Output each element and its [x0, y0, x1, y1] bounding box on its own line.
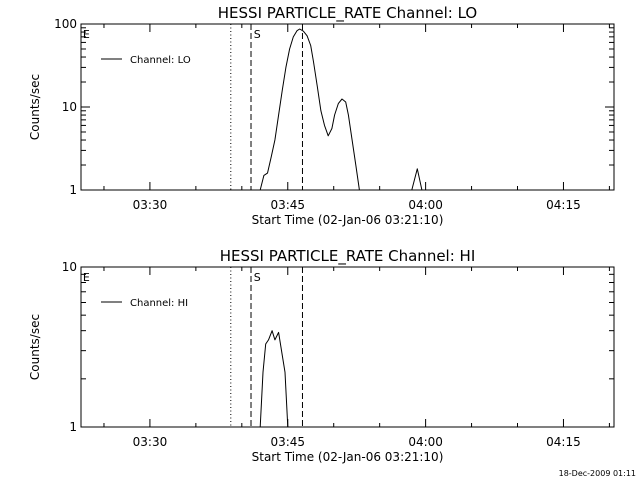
lo-marker-label-s: S	[254, 28, 261, 41]
lo-x-axis-label: Start Time (02-Jan-06 03:21:10)	[252, 213, 444, 227]
footer-timestamp: 18-Dec-2009 01:11	[559, 469, 636, 478]
hi-marker-label-e: E	[83, 271, 90, 284]
hi-y-tick-label: 1	[69, 420, 77, 434]
hi-series-line-0	[259, 330, 289, 427]
lo-plot-frame	[80, 23, 615, 191]
hi-x-tick-label: 04:15	[546, 435, 581, 449]
lo-series-line-0	[259, 28, 423, 190]
hi-x-tick-label: 04:00	[408, 435, 443, 449]
lo-x-tick-label: 03:45	[270, 198, 305, 212]
hi-legend-label: Channel: HI	[130, 298, 188, 309]
lo-marker-label-e: E	[83, 28, 90, 41]
hi-plot-frame	[80, 266, 615, 428]
lo-y-tick-label: 100	[54, 17, 77, 31]
hi-y-axis-label: Counts/sec	[28, 314, 42, 380]
lo-channel-panel: HESSI PARTICLE_RATE Channel: LO Start Tim…	[28, 4, 640, 227]
hi-x-tick-label: 03:45	[270, 435, 305, 449]
hi-channel-panel: HESSI PARTICLE_RATE Channel: HI Start Tim…	[28, 247, 615, 464]
hi-x-axis-label: Start Time (02-Jan-06 03:21:10)	[252, 450, 444, 464]
lo-x-tick-label: 03:30	[133, 198, 168, 212]
hi-chart-title: HESSI PARTICLE_RATE Channel: HI	[220, 247, 476, 266]
hi-x-tick-label: 03:30	[133, 435, 168, 449]
lo-y-tick-label: 10	[62, 100, 77, 114]
hi-y-tick-label: 10	[62, 260, 77, 274]
lo-y-axis-label: Counts/sec	[28, 74, 42, 140]
lo-series-line-1	[632, 135, 640, 190]
lo-x-tick-label: 04:00	[408, 198, 443, 212]
lo-y-tick-label: 1	[69, 183, 77, 197]
lo-x-tick-label: 04:15	[546, 198, 581, 212]
hi-marker-label-s: S	[254, 271, 261, 284]
lo-legend-label: Channel: LO	[130, 55, 191, 66]
lo-chart-title: HESSI PARTICLE_RATE Channel: LO	[218, 4, 477, 23]
